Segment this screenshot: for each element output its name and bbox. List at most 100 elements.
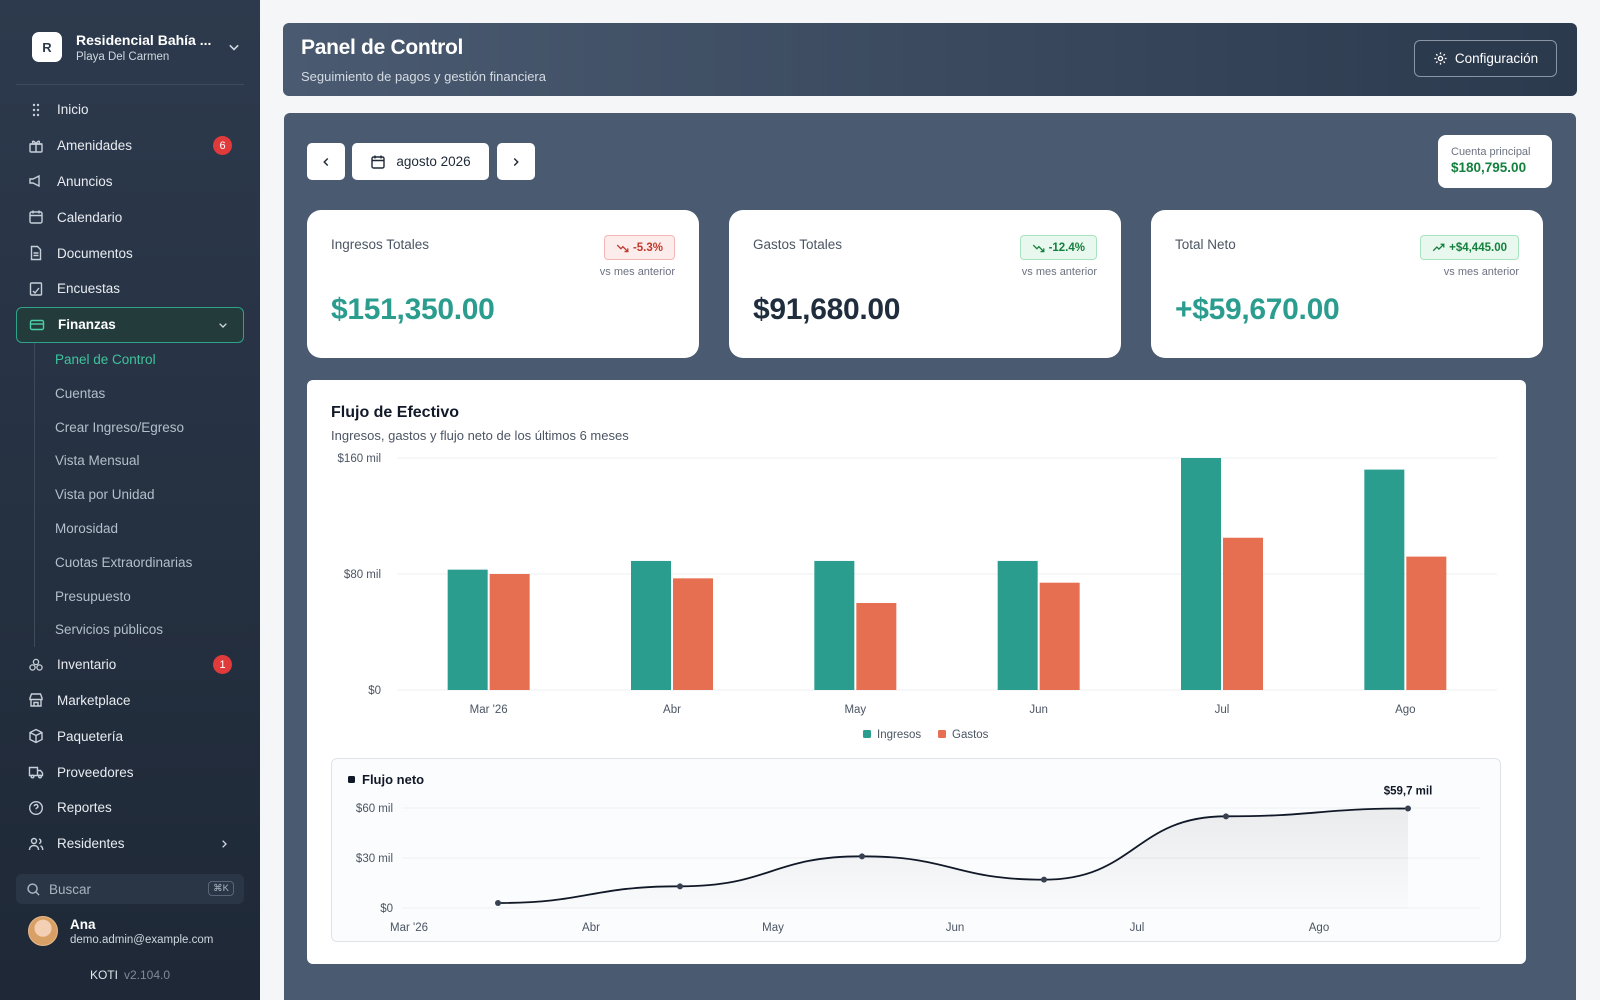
x-tick-label: May bbox=[844, 704, 866, 716]
user-email: demo.admin@example.com bbox=[70, 933, 214, 946]
sidebar-item-label: Reportes bbox=[57, 800, 112, 816]
calendar-icon bbox=[371, 155, 386, 169]
y-tick-label: $30 mil bbox=[356, 853, 393, 865]
document-icon bbox=[30, 245, 42, 261]
x-tick-label: Jul bbox=[1130, 922, 1145, 934]
x-tick-label: Mar '26 bbox=[470, 704, 508, 716]
legend-swatch bbox=[348, 776, 355, 783]
legend-label: Flujo neto bbox=[362, 772, 424, 787]
sidebar-item-label: Proveedores bbox=[57, 764, 134, 780]
sidebar-divider bbox=[16, 84, 244, 85]
chart-title: Flujo de Efectivo bbox=[331, 404, 460, 421]
y-tick-label: $60 mil bbox=[356, 803, 393, 815]
sidebar-item-inventario[interactable]: Inventario 1 bbox=[16, 647, 244, 683]
submenu-item-vista-mensual[interactable]: Vista Mensual bbox=[55, 453, 140, 469]
net-flow-point bbox=[495, 900, 501, 906]
wallet-icon bbox=[29, 319, 45, 330]
sidebar-item-reportes[interactable]: Reportes bbox=[16, 790, 244, 826]
chevron-right-icon bbox=[222, 839, 227, 848]
sidebar-item-proveedores[interactable]: Proveedores bbox=[16, 754, 244, 790]
sidebar-item-paqueteria[interactable]: Paquetería bbox=[16, 718, 244, 754]
x-tick-label: May bbox=[762, 922, 784, 934]
poll-icon bbox=[29, 282, 43, 296]
submenu-item-crear-ingreso-egreso[interactable]: Crear Ingreso/Egreso bbox=[55, 419, 185, 435]
page-header: Panel de Control Seguimiento de pagos y … bbox=[283, 23, 1577, 96]
chevron-down-icon bbox=[219, 322, 227, 328]
submenu-item-morosidad[interactable]: Morosidad bbox=[55, 520, 119, 536]
dashboard-panel: agosto 2026 Cuenta principal $180,795.00… bbox=[284, 113, 1576, 1000]
search-input[interactable]: Buscar ⌘K bbox=[16, 874, 244, 904]
sidebar-item-anuncios[interactable]: Anuncios bbox=[16, 164, 244, 200]
y-tick-label: $160 mil bbox=[338, 453, 381, 465]
card-value: +$59,670.00 bbox=[1175, 293, 1340, 326]
submenu-item-vista-por-unidad[interactable]: Vista por Unidad bbox=[55, 487, 155, 503]
change-badge: +$4,445.00 bbox=[1420, 235, 1519, 260]
user-profile[interactable]: Ana demo.admin@example.com bbox=[28, 916, 213, 946]
sidebar-item-label: Residentes bbox=[57, 836, 125, 852]
submenu-item-presupuesto[interactable]: Presupuesto bbox=[55, 588, 131, 604]
megaphone-icon bbox=[29, 175, 40, 188]
sidebar-item-calendario[interactable]: Calendario bbox=[16, 199, 244, 235]
net-flow-chart-box: Flujo neto $0 $30 mil $60 mil Mar '26 Abr May J… bbox=[331, 758, 1501, 942]
net-flow-point bbox=[677, 883, 683, 890]
x-tick-label: Jul bbox=[1215, 704, 1230, 716]
org-switcher[interactable]: R Residencial Bahía ... Playa Del Carmen bbox=[16, 22, 244, 72]
comparison-label: vs mes anterior bbox=[1443, 266, 1519, 278]
sidebar-item-finanzas[interactable]: Finanzas bbox=[16, 306, 244, 343]
ingresos-bar bbox=[631, 560, 671, 690]
month-picker[interactable]: agosto 2026 bbox=[352, 143, 489, 180]
change-value: -5.3% bbox=[632, 241, 663, 254]
submenu-item-servicios-publicos[interactable]: Servicios públicos bbox=[55, 622, 164, 638]
settings-button[interactable]: Configuración bbox=[1414, 40, 1557, 77]
avatar bbox=[28, 916, 58, 946]
bar-chart: $0 $80 mil $160 mil Mar '26 Abr May Jun Jul Ago I… bbox=[338, 453, 1497, 741]
card-value: $151,350.00 bbox=[331, 293, 495, 326]
income-card: Ingresos Totales -5.3% vs mes anterior $… bbox=[307, 210, 699, 358]
sidebar-item-label: Inventario bbox=[57, 657, 117, 673]
sidebar-item-label: Documentos bbox=[57, 245, 133, 261]
trending-down-icon bbox=[616, 244, 629, 253]
sidebar-item-label: Inicio bbox=[57, 102, 89, 118]
data-label: $59,7 mil bbox=[1384, 786, 1433, 798]
sidebar-item-residentes[interactable]: Residentes bbox=[16, 826, 244, 862]
x-tick-label: Ago bbox=[1309, 922, 1329, 934]
ingresos-bar bbox=[814, 560, 855, 690]
expenses-card: Gastos Totales -12.4% vs mes anterior $9… bbox=[729, 210, 1121, 358]
page-subtitle: Seguimiento de pagos y gestión financier… bbox=[301, 69, 546, 84]
x-tick-label: Jun bbox=[946, 922, 965, 934]
change-badge: -12.4% bbox=[1019, 235, 1097, 260]
sidebar-item-label: Calendario bbox=[57, 209, 123, 225]
y-tick-label: $0 bbox=[380, 903, 393, 915]
legend-label: Gastos bbox=[952, 729, 989, 741]
ingresos-bar bbox=[447, 569, 488, 690]
sidebar-item-label: Amenidades bbox=[57, 138, 133, 154]
sidebar: R Residencial Bahía ... Playa Del Carmen… bbox=[0, 0, 260, 1000]
change-badge: -5.3% bbox=[603, 235, 675, 260]
sidebar-item-label: Paquetería bbox=[57, 728, 124, 744]
gastos-bar bbox=[489, 574, 530, 690]
org-logo: R bbox=[32, 32, 62, 62]
submenu-item-cuentas[interactable]: Cuentas bbox=[55, 385, 106, 401]
x-tick-label: Ago bbox=[1395, 704, 1415, 716]
sidebar-item-amenidades[interactable]: Amenidades 6 bbox=[16, 128, 244, 164]
org-name: Residencial Bahía ... bbox=[76, 31, 212, 48]
chevron-left-icon bbox=[323, 157, 329, 166]
submenu-item-cuotas-extraordinarias[interactable]: Cuotas Extraordinarias bbox=[55, 554, 193, 570]
next-month-button[interactable] bbox=[497, 143, 535, 180]
legend-swatch bbox=[938, 730, 946, 738]
account-balance[interactable]: Cuenta principal $180,795.00 bbox=[1438, 135, 1552, 188]
previous-month-button[interactable] bbox=[307, 143, 345, 180]
grip-icon bbox=[32, 103, 40, 117]
gift-icon bbox=[29, 140, 43, 153]
x-tick-label: Abr bbox=[663, 704, 681, 716]
app-version: KOTI v2.104.0 bbox=[0, 968, 260, 982]
gastos-bar bbox=[856, 603, 897, 690]
sidebar-item-marketplace[interactable]: Marketplace bbox=[16, 683, 244, 719]
sidebar-item-encuestas[interactable]: Encuestas bbox=[16, 271, 244, 307]
help-circle-icon bbox=[28, 800, 44, 815]
comparison-label: vs mes anterior bbox=[599, 266, 675, 278]
sidebar-item-documentos[interactable]: Documentos bbox=[16, 235, 244, 271]
submenu-item-panel-de-control[interactable]: Panel de Control bbox=[55, 351, 156, 367]
sidebar-item-inicio[interactable]: Inicio bbox=[16, 92, 244, 128]
legend-swatch bbox=[863, 730, 871, 738]
